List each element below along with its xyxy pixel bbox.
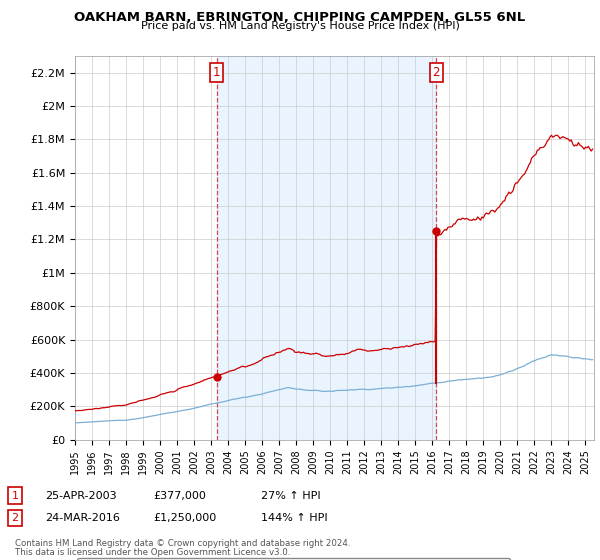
Text: 27% ↑ HPI: 27% ↑ HPI — [261, 491, 320, 501]
Text: 1: 1 — [11, 491, 19, 501]
Text: Price paid vs. HM Land Registry's House Price Index (HPI): Price paid vs. HM Land Registry's House … — [140, 21, 460, 31]
Bar — [217, 56, 436, 440]
Text: £1,250,000: £1,250,000 — [153, 513, 216, 523]
Text: OAKHAM BARN, EBRINGTON, CHIPPING CAMPDEN, GL55 6NL: OAKHAM BARN, EBRINGTON, CHIPPING CAMPDEN… — [74, 11, 526, 24]
Text: 24-MAR-2016: 24-MAR-2016 — [45, 513, 120, 523]
Legend: OAKHAM BARN, EBRINGTON, CHIPPING CAMPDEN, GL55 6NL (detached house), HPI: Averag: OAKHAM BARN, EBRINGTON, CHIPPING CAMPDEN… — [77, 558, 510, 560]
Text: Contains HM Land Registry data © Crown copyright and database right 2024.: Contains HM Land Registry data © Crown c… — [15, 539, 350, 548]
Text: 1: 1 — [213, 66, 220, 78]
Text: £377,000: £377,000 — [153, 491, 206, 501]
Text: 2: 2 — [433, 66, 440, 78]
Text: 25-APR-2003: 25-APR-2003 — [45, 491, 116, 501]
Text: 2: 2 — [11, 513, 19, 523]
Text: This data is licensed under the Open Government Licence v3.0.: This data is licensed under the Open Gov… — [15, 548, 290, 557]
Text: 144% ↑ HPI: 144% ↑ HPI — [261, 513, 328, 523]
